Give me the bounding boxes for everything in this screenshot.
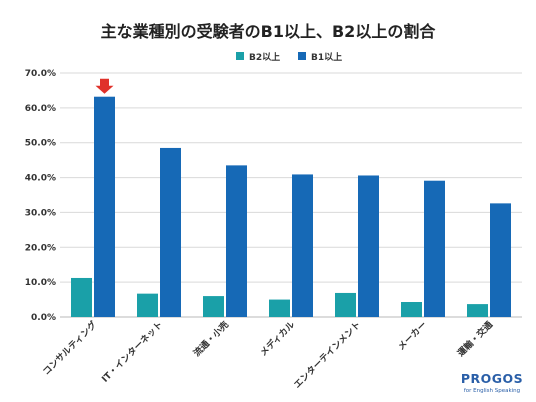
- brand-logo: PROGOS for English Speaking: [461, 371, 523, 394]
- x-tick-label: IT・インターネット: [99, 319, 165, 385]
- x-tick-label: エンターテインメント: [291, 319, 363, 391]
- bar-b1-1: [160, 147, 181, 317]
- bar-b1-2: [226, 165, 247, 317]
- bar-b2-6: [467, 304, 488, 317]
- x-tick-label: メーカー: [396, 319, 429, 352]
- bar-b2-2: [203, 296, 224, 317]
- y-tick-label: 40.0%: [25, 174, 56, 184]
- y-tick-label: 10.0%: [25, 278, 56, 288]
- x-tick-label: コンサルティング: [40, 319, 99, 378]
- bar-b2-1: [137, 293, 158, 317]
- y-tick-label: 70.0%: [25, 69, 56, 79]
- arrow-down-icon: [95, 78, 114, 94]
- bar-b2-3: [269, 299, 290, 317]
- legend-label: B2以上: [249, 51, 280, 63]
- brand-name: PROGOS: [461, 371, 523, 386]
- y-tick-label: 30.0%: [25, 208, 56, 218]
- gridlines: [60, 72, 522, 318]
- bar-b2-0: [71, 277, 92, 317]
- x-tick-label: 運輸・交通: [455, 319, 495, 359]
- bar-b1-0: [94, 96, 115, 318]
- bar-b2-4: [335, 292, 356, 317]
- legend-swatch-b1: [298, 52, 306, 60]
- y-tick-label: 20.0%: [25, 243, 56, 253]
- y-tick-label: 60.0%: [25, 104, 56, 114]
- legend-label: B1以上: [311, 51, 342, 63]
- y-axis: 0.0% 10.0% 20.0% 30.0% 40.0% 50.0% 60.0% 70.0%: [25, 69, 56, 323]
- y-tick-label: 0.0%: [31, 313, 56, 323]
- bar-b1-5: [424, 180, 445, 317]
- chart-title: 主な業種別の受験者のB1以上、B2以上の割合: [101, 22, 437, 41]
- bar-b1-3: [292, 174, 313, 317]
- y-tick-label: 50.0%: [25, 139, 56, 149]
- legend: B2以上 B1以上: [236, 51, 342, 63]
- x-tick-label: メディカル: [257, 319, 297, 359]
- bars: [71, 96, 511, 318]
- bar-b1-4: [358, 175, 379, 317]
- legend-swatch-b2: [236, 52, 244, 60]
- brand-tagline: for English Speaking: [464, 388, 520, 394]
- highlight-marker: [95, 78, 114, 94]
- bar-b1-6: [490, 203, 511, 317]
- bar-b2-5: [401, 302, 422, 317]
- x-tick-label: 流通・小売: [191, 319, 231, 359]
